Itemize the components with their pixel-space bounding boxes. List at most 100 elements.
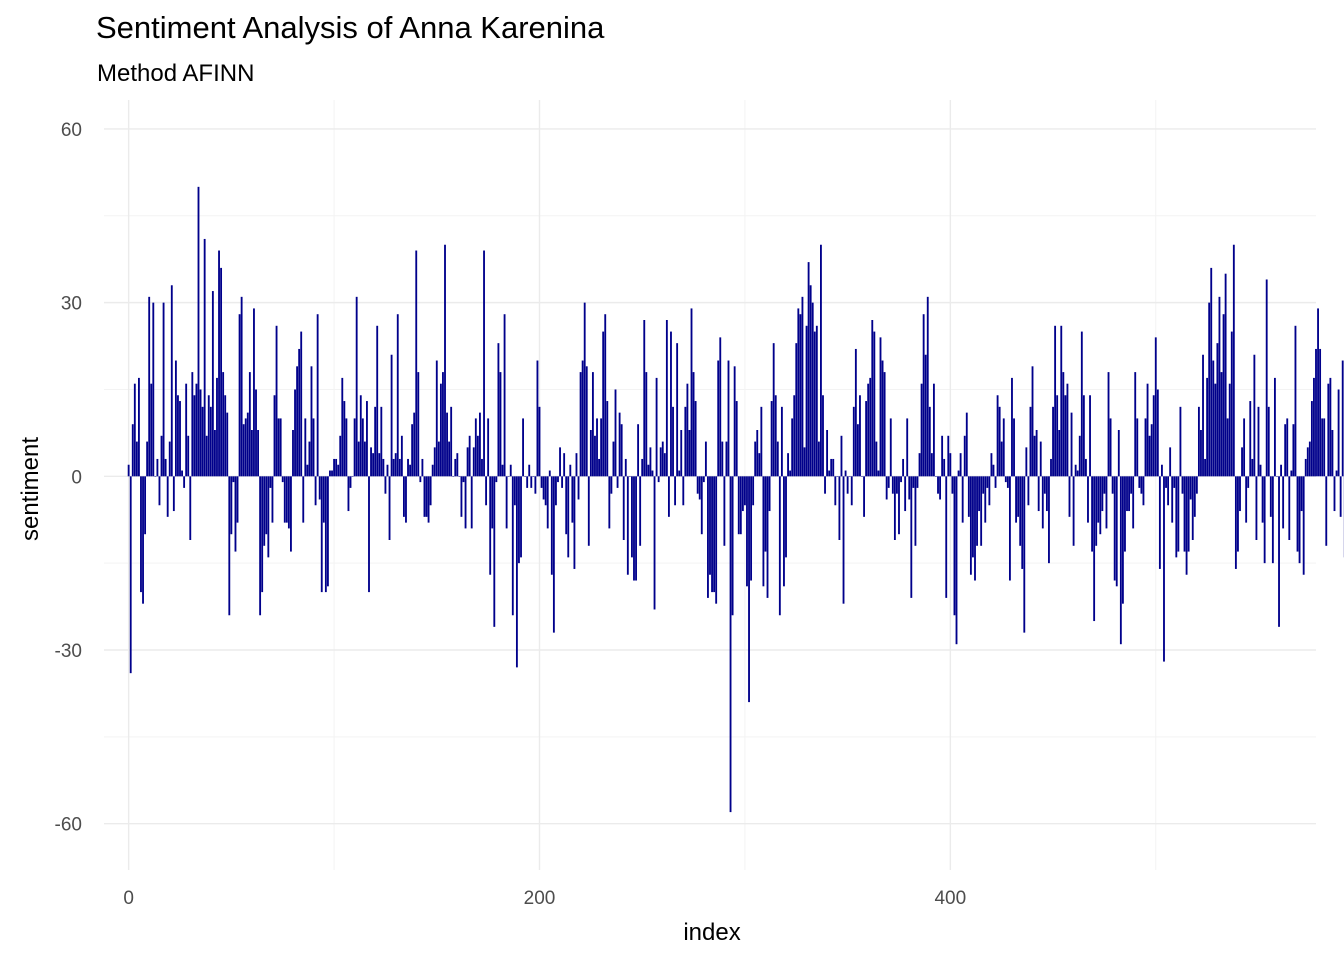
sentiment-bar xyxy=(635,476,637,581)
sentiment-bar xyxy=(316,314,319,477)
sentiment-bar xyxy=(329,470,331,477)
sentiment-bar xyxy=(185,383,188,477)
sentiment-bar xyxy=(540,476,543,488)
sentiment-bar xyxy=(797,308,800,477)
sentiment-bar xyxy=(211,291,214,477)
sentiment-bar xyxy=(261,476,264,593)
sentiment-bar xyxy=(1173,476,1176,488)
sentiment-bar xyxy=(702,476,705,483)
sentiment-bar xyxy=(1048,476,1050,564)
sentiment-bar xyxy=(832,458,835,477)
sentiment-bar xyxy=(1331,430,1334,477)
sentiment-bar xyxy=(199,389,202,477)
sentiment-bar xyxy=(1082,395,1085,477)
sentiment-bar xyxy=(612,441,615,477)
sentiment-bar xyxy=(992,464,995,477)
sentiment-bar xyxy=(226,412,229,477)
sentiment-bar xyxy=(865,401,868,477)
sentiment-bar xyxy=(287,476,290,529)
sentiment-bar xyxy=(1054,325,1057,477)
sentiment-bar xyxy=(690,308,693,477)
sentiment-bar xyxy=(522,418,524,477)
sentiment-bar xyxy=(953,476,956,616)
sentiment-bar xyxy=(1177,476,1180,552)
sentiment-bar xyxy=(343,401,346,477)
sentiment-bar xyxy=(528,464,531,477)
sentiment-bar xyxy=(834,476,837,506)
sentiment-bar xyxy=(257,430,259,477)
sentiment-bar xyxy=(1158,476,1161,569)
sentiment-bar xyxy=(1210,267,1213,477)
sentiment-bar xyxy=(353,418,356,477)
sentiment-bar xyxy=(534,476,537,494)
sentiment-bar xyxy=(179,401,181,477)
y-axis-label: sentiment xyxy=(17,437,44,541)
sentiment-bar xyxy=(1317,308,1319,477)
sentiment-bar xyxy=(216,377,218,477)
y-tick-label: 0 xyxy=(71,467,82,488)
sentiment-bar xyxy=(201,406,204,477)
sentiment-bar xyxy=(994,476,997,488)
sentiment-bar xyxy=(236,476,239,523)
sentiment-bar xyxy=(442,372,444,477)
sentiment-bar xyxy=(696,476,699,494)
sentiment-bar xyxy=(409,464,412,477)
sentiment-bar xyxy=(1171,476,1174,523)
sentiment-bar xyxy=(889,418,892,477)
sentiment-bar xyxy=(1080,331,1083,477)
sentiment-bar xyxy=(468,435,471,477)
sentiment-bar xyxy=(277,418,280,477)
sentiment-bar xyxy=(511,476,514,616)
sentiment-bar xyxy=(920,383,923,477)
sentiment-bar xyxy=(1265,279,1268,477)
sentiment-bar xyxy=(1029,406,1032,477)
sentiment-bar xyxy=(1263,476,1266,564)
sentiment-bar xyxy=(228,476,231,616)
sentiment-bar xyxy=(1144,418,1147,477)
sentiment-bar xyxy=(1234,476,1237,569)
sentiment-bar xyxy=(452,476,455,477)
sentiment-bar xyxy=(1341,360,1344,477)
chart-subtitle: Method AFINN xyxy=(97,60,255,87)
sentiment-bar xyxy=(460,476,463,517)
sentiment-bar xyxy=(750,476,753,581)
sentiment-bar xyxy=(324,476,327,593)
sentiment-bar xyxy=(871,320,874,477)
sentiment-bar xyxy=(405,476,407,523)
sentiment-bar xyxy=(694,401,697,477)
sentiment-bar xyxy=(848,476,851,477)
sentiment-bar xyxy=(1280,464,1283,477)
sentiment-bar xyxy=(579,372,582,477)
sentiment-bar xyxy=(1181,476,1184,494)
sentiment-bar xyxy=(1163,476,1165,662)
sentiment-bar xyxy=(1150,424,1153,477)
sentiment-bar xyxy=(700,476,703,535)
sentiment-bar xyxy=(1011,377,1013,477)
sentiment-bar xyxy=(322,476,325,523)
sentiment-bar xyxy=(1193,476,1196,517)
sentiment-bar xyxy=(267,476,270,558)
sentiment-bar xyxy=(1064,395,1067,477)
sentiment-bar xyxy=(345,418,348,477)
sentiment-bar xyxy=(308,441,311,477)
sentiment-bar xyxy=(980,476,983,546)
sentiment-bar xyxy=(1269,476,1272,517)
sentiment-bar xyxy=(320,476,323,593)
sentiment-bar xyxy=(674,476,677,506)
sentiment-bar xyxy=(932,383,935,477)
sentiment-bar xyxy=(1286,418,1289,477)
sentiment-bar xyxy=(1066,383,1069,477)
sentiment-bar xyxy=(704,441,707,477)
x-tick-label: 0 xyxy=(123,888,134,909)
sentiment-bar xyxy=(195,383,198,477)
minor-gridlines xyxy=(104,100,1316,870)
sentiment-bar xyxy=(1019,476,1022,546)
sentiment-bar xyxy=(419,476,422,483)
sentiment-bar xyxy=(996,395,999,477)
sentiment-bar xyxy=(559,447,561,477)
sentiment-bar xyxy=(427,476,430,523)
sentiment-bar xyxy=(910,476,913,598)
sentiment-bar xyxy=(659,447,662,477)
sentiment-bar xyxy=(1130,476,1133,494)
sentiment-bar xyxy=(1021,476,1024,569)
